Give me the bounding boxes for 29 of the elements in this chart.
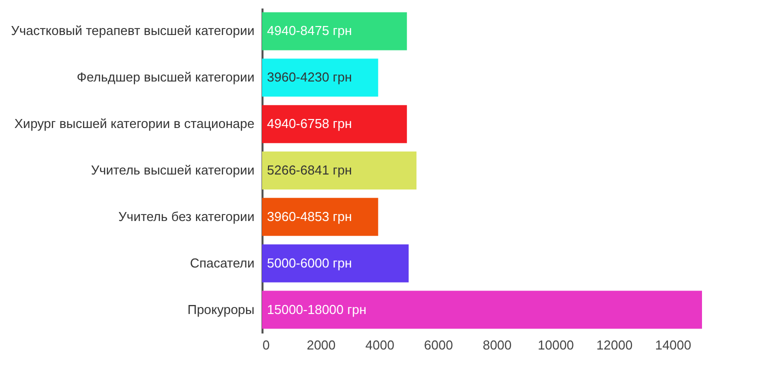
x-tick-label: 8000: [482, 338, 512, 352]
data-label: 5266-6841 грн: [267, 162, 352, 178]
y-tick-label: Хирург высшей категории в стационаре: [14, 116, 254, 132]
data-label: 3960-4230 грн: [267, 70, 352, 85]
x-tick-label: 12000: [596, 338, 633, 352]
x-tick-label: 4000: [365, 338, 394, 352]
y-tick-label: Прокуроры: [187, 302, 254, 317]
data-label: 4940-8475 грн: [267, 23, 352, 38]
y-tick-label: Фельдшер высшей категории: [76, 70, 254, 85]
x-tick-label: 10000: [538, 338, 574, 352]
bar: [262, 290, 702, 329]
bar: [262, 198, 378, 236]
data-label: 3960-4853 грн: [267, 208, 352, 224]
data-label: 4940-6758 грн: [267, 116, 352, 132]
data-label: 5000-6000 грн: [267, 255, 352, 270]
bar: [262, 105, 407, 144]
x-tick-label: 14000: [655, 338, 692, 352]
x-tick-label: 2000: [306, 338, 336, 352]
x-tick-label: 6000: [424, 338, 453, 352]
y-tick-label: Учитель без категории: [118, 208, 254, 224]
bar: [262, 58, 378, 97]
y-tick-label: Спасатели: [190, 255, 254, 270]
y-tick-label: Учитель высшей категории: [90, 162, 254, 178]
data-label: 15000-18000 грн: [267, 302, 366, 317]
x-tick-label: 0: [262, 338, 270, 352]
bar: [262, 244, 409, 282]
bar: [262, 152, 416, 190]
y-tick-label: Участковый терапевт высшей категории: [10, 23, 254, 38]
bar: [262, 12, 407, 50]
